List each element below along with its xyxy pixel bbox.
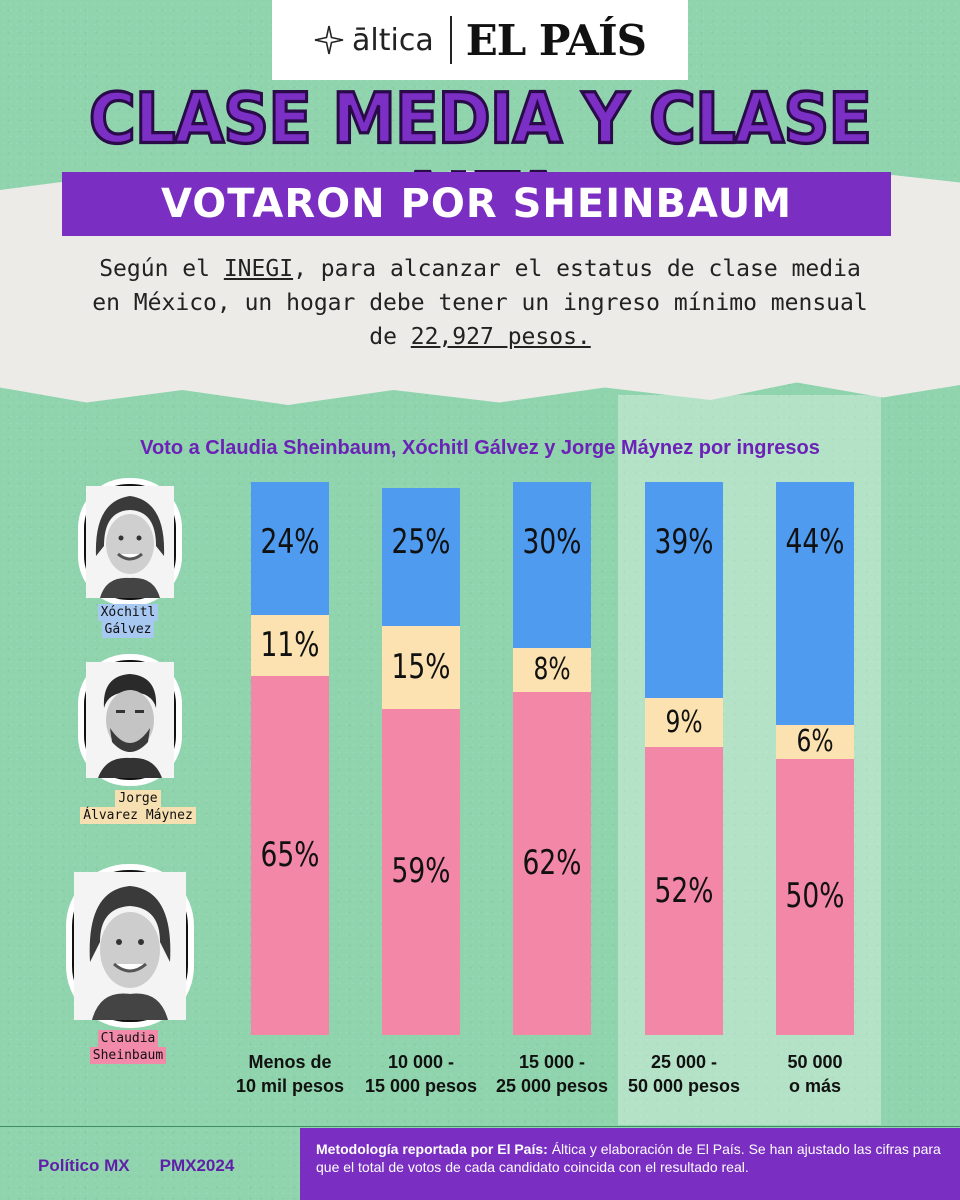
data-label: 8% (533, 652, 571, 688)
methodology-label: Metodología reportada por El País: (316, 1141, 548, 1157)
portrait-galvez-icon (84, 484, 176, 600)
data-label: 59% (391, 851, 451, 892)
data-label: 25% (391, 521, 451, 562)
bar-segment (513, 692, 591, 1035)
income-threshold: 22,927 pesos. (410, 324, 591, 350)
inegi-link-text: INEGI (223, 256, 294, 282)
candidate-name-line: Xóchitl (97, 604, 159, 621)
category-label: 50 000 o más (750, 1050, 880, 1098)
category-label-line: 15 000 pesos (364, 1076, 478, 1096)
bar-segment (776, 482, 854, 726)
category-label: 25 000 - 50 000 pesos (619, 1050, 749, 1098)
category-label-line: Menos de (248, 1052, 332, 1072)
candidate-name-line: Claudia (97, 1030, 159, 1047)
bar-segment (645, 482, 723, 698)
candidate-label-maynez: Jorge Álvarez Máynez (62, 790, 214, 824)
data-label: 6% (796, 723, 834, 759)
category-label-line: 10 mil pesos (235, 1076, 345, 1096)
intro-text: Según el INEGI, para alcanzar el estatus… (80, 252, 880, 354)
chart-title: Voto a Claudia Sheinbaum, Xóchitl Gálvez… (140, 437, 820, 459)
data-label: 65% (260, 834, 320, 875)
category-label-line: 25 000 - (650, 1052, 718, 1072)
data-label: 44% (785, 521, 845, 562)
bar-stack: 65% 11% 24% (251, 482, 329, 1035)
sparkle-icon (314, 25, 344, 55)
data-label: 62% (522, 843, 582, 884)
bar-segment (776, 758, 854, 1035)
politico-mx-brand: Político MX (38, 1156, 130, 1175)
category-label: 10 000 - 15 000 pesos (356, 1050, 486, 1098)
candidate-name-line: Álvarez Máynez (80, 807, 196, 824)
bar-stack: 52% 9% 39% (645, 482, 723, 1035)
category-label: 15 000 - 25 000 pesos (487, 1050, 617, 1098)
data-label: 50% (785, 876, 845, 917)
bar-stack: 59% 15% 25% (382, 482, 460, 1035)
bar-segment (382, 487, 460, 626)
portrait-maynez-icon (84, 660, 176, 780)
footer-brands: Político MX PMX2024 (38, 1156, 234, 1176)
category-label: Menos de 10 mil pesos (225, 1050, 355, 1098)
bar-segment (645, 747, 723, 1035)
altica-wordmark: āltica (352, 22, 434, 58)
bar-segment (251, 614, 329, 676)
category-label-line: 50 000 pesos (627, 1076, 741, 1096)
intro-part: , para alcanzar el estatus de clase medi… (92, 256, 868, 350)
data-label: 11% (260, 624, 320, 665)
candidate-name-line: Gálvez (101, 621, 155, 638)
methodology-text: Áltica y elaboración de El País. Se han … (316, 1141, 941, 1175)
bar-stack: 62% 8% 30% (513, 482, 591, 1035)
portrait-sheinbaum-icon (72, 870, 188, 1022)
bar-segment (645, 697, 723, 748)
data-label: 39% (654, 521, 714, 562)
bar-segment (382, 625, 460, 709)
category-label-line: 15 000 - (518, 1052, 586, 1072)
category-label-line: o más (788, 1076, 842, 1096)
category-label-line: 25 000 pesos (495, 1076, 609, 1096)
data-label: 15% (391, 646, 451, 687)
data-label: 30% (522, 521, 582, 562)
bar-segment (513, 647, 591, 693)
category-label-line: 50 000 (787, 1052, 843, 1072)
data-label: 9% (665, 704, 703, 740)
category-label-line: 10 000 - (387, 1052, 455, 1072)
candidate-name-line: Jorge (115, 790, 161, 807)
candidate-label-sheinbaum: Claudia Sheinbaum (70, 1030, 186, 1064)
pmx2024-brand: PMX2024 (159, 1156, 235, 1175)
methodology-note: Metodología reportada por El País: Áltic… (300, 1128, 960, 1200)
data-label: 52% (654, 870, 714, 911)
bar-segment (382, 708, 460, 1035)
bar-segment (251, 675, 329, 1035)
header-logos: āltica EL PAÍS (272, 0, 688, 80)
bar-stack: 50% 6% 44% (776, 482, 854, 1035)
candidate-label-galvez: Xóchitl Gálvez (70, 604, 186, 638)
intro-part: Según el (99, 256, 224, 282)
data-label: 24% (260, 521, 320, 562)
bar-segment (776, 725, 854, 759)
el-pais-logo: EL PAÍS (465, 15, 647, 65)
logo-divider (449, 16, 452, 64)
bar-segment (251, 482, 329, 615)
subheadline: VOTARON POR SHEINBAUM (62, 172, 891, 236)
candidate-name-line: Sheinbaum (89, 1047, 167, 1064)
bar-segment (513, 482, 591, 648)
footer-divider (0, 1126, 960, 1127)
altica-logo: āltica (314, 23, 434, 58)
